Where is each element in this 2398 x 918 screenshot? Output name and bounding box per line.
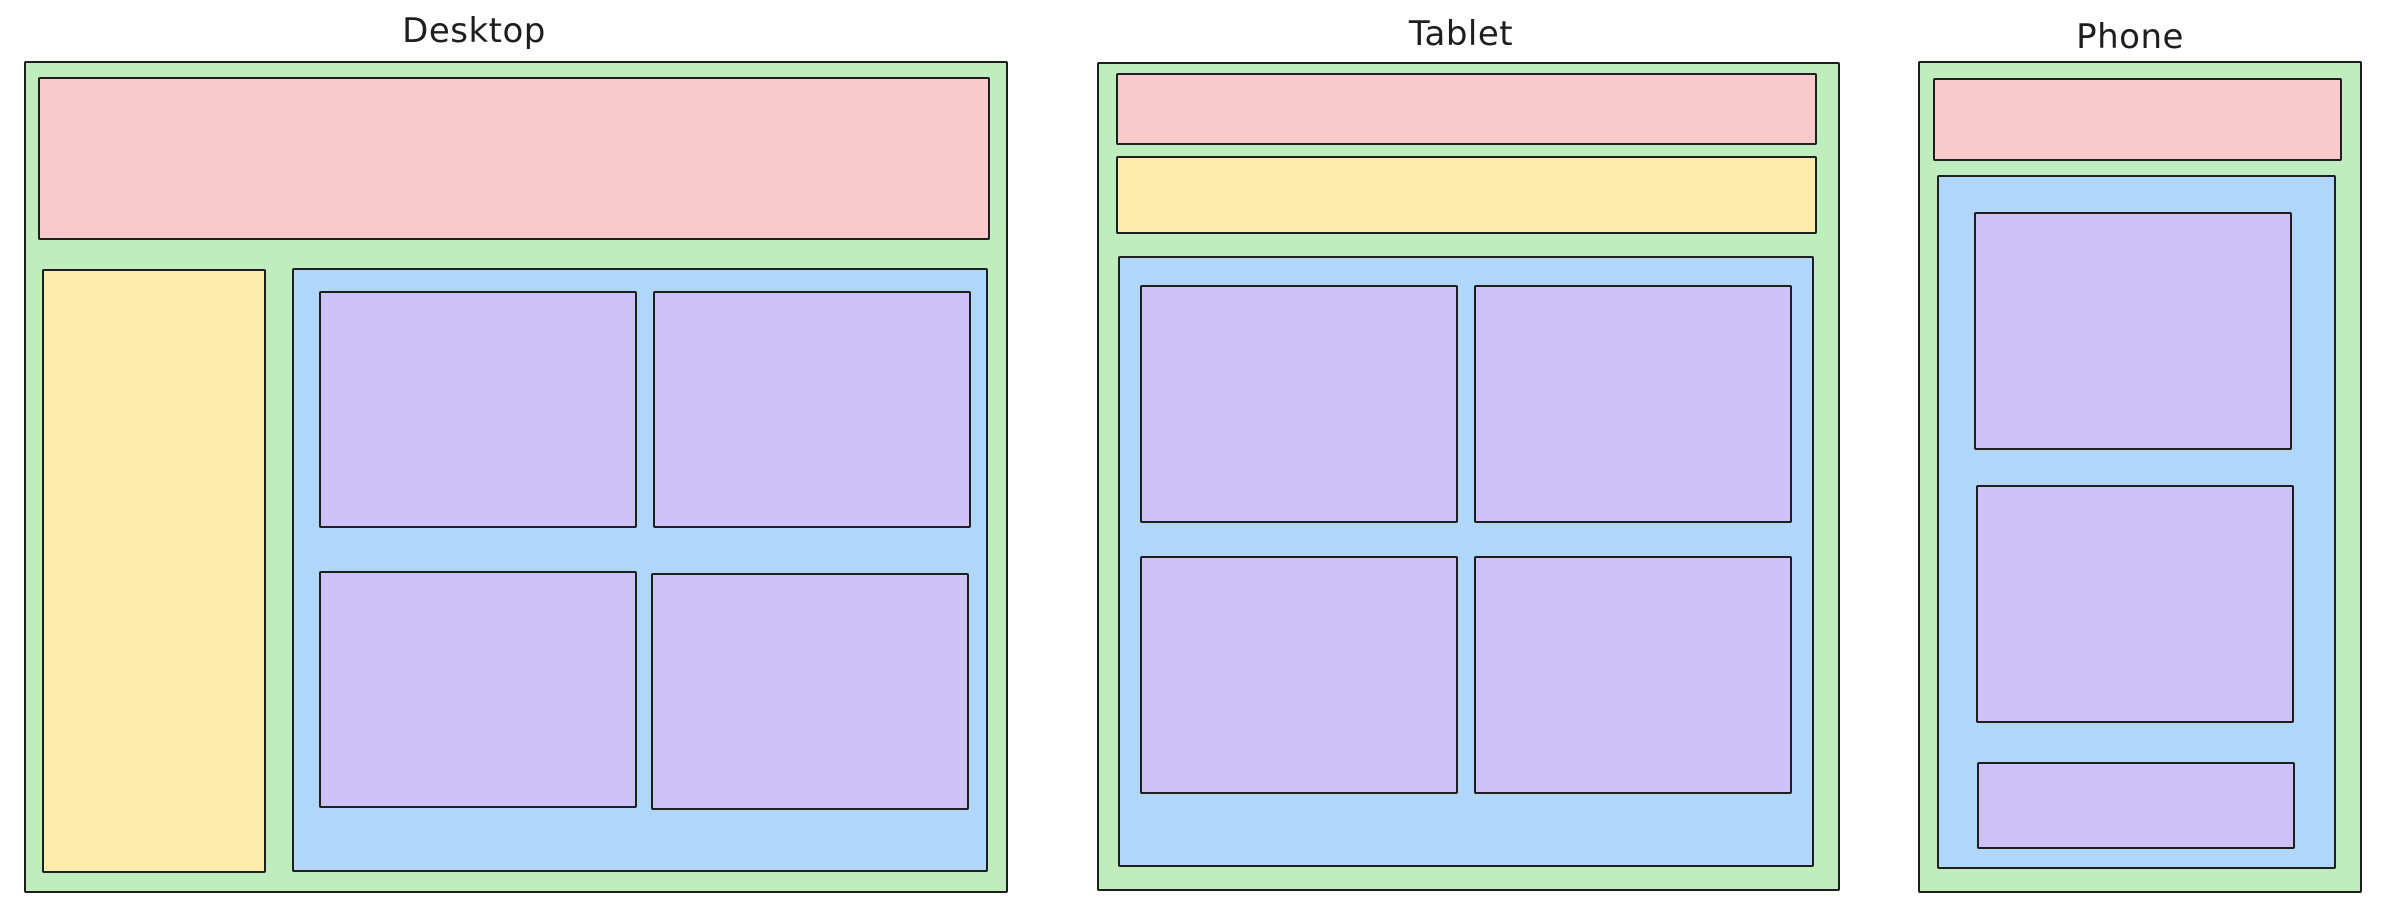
- desktop-header: [38, 77, 990, 240]
- tablet-card-1: [1140, 285, 1458, 523]
- desktop-card-1: [319, 291, 637, 528]
- phone-header: [1933, 78, 2342, 161]
- tablet-card-2: [1474, 285, 1792, 523]
- desktop-card-3: [319, 571, 637, 808]
- tablet-label: Tablet: [1408, 14, 1514, 54]
- tablet-card-4: [1474, 556, 1792, 794]
- desktop-card-2: [653, 291, 971, 528]
- desktop-card-4: [651, 573, 969, 810]
- tablet-header: [1116, 73, 1817, 145]
- desktop-sidebar: [42, 269, 266, 873]
- phone-card-1: [1974, 212, 2292, 450]
- tablet-card-3: [1140, 556, 1458, 794]
- phone-label: Phone: [2076, 17, 2184, 57]
- tablet-sidebar-bar: [1116, 156, 1817, 234]
- desktop-label: Desktop: [402, 11, 546, 51]
- phone-card-3: [1977, 762, 2295, 849]
- phone-card-2: [1976, 485, 2294, 723]
